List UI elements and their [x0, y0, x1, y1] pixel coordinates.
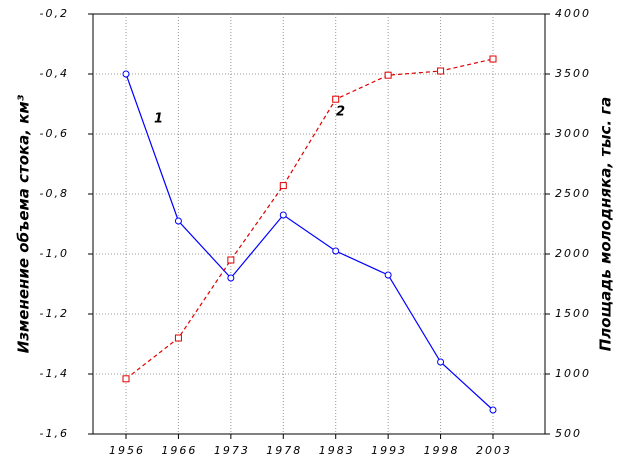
y2-axis-title: Площадь молодняка, тыс. га — [597, 97, 615, 352]
y2-tick-label: 1500 — [555, 307, 591, 320]
y2-tick-label: 3500 — [555, 67, 591, 80]
y-tick-label: -1,2 — [40, 307, 69, 320]
marker — [174, 217, 182, 225]
marker — [489, 406, 497, 414]
y2-tick-label: 3000 — [555, 127, 591, 140]
y-tick-label: -1,4 — [40, 367, 69, 380]
y-tick-label: -1,6 — [40, 427, 69, 440]
x-tick-label: 1993 — [371, 444, 407, 457]
y-tick-label: -0,6 — [40, 127, 69, 140]
marker — [437, 358, 445, 366]
x-tick-label: 1998 — [424, 444, 460, 457]
y2-tick-label: 2000 — [555, 247, 591, 260]
marker — [279, 211, 287, 219]
series-line — [125, 58, 494, 380]
y2-tick-label: 500 — [555, 427, 582, 440]
x-tick-label: 1966 — [161, 444, 197, 457]
y-axis-title: Изменение объема стока, км³ — [15, 94, 33, 353]
plot-frame — [92, 13, 546, 435]
marker — [384, 71, 392, 79]
marker — [227, 274, 235, 282]
x-tick-label: 1978 — [266, 444, 302, 457]
x-tick-label: 2003 — [476, 444, 512, 457]
x-tick-label: 1956 — [109, 444, 145, 457]
y2-tick-label: 2500 — [555, 187, 591, 200]
x-tick-label: 1983 — [319, 444, 355, 457]
x-tick-label: 1973 — [214, 444, 250, 457]
marker — [332, 95, 340, 103]
series-annotation: 2 — [336, 105, 345, 120]
marker — [122, 375, 130, 383]
y2-tick-label: 1000 — [555, 367, 591, 380]
marker — [279, 182, 287, 190]
marker — [174, 334, 182, 342]
series-line — [125, 73, 494, 411]
y-tick-label: -0,4 — [40, 67, 69, 80]
y2-tick-label: 4000 — [555, 7, 591, 20]
marker — [227, 256, 235, 264]
marker — [122, 70, 130, 78]
series-annotation: 1 — [154, 112, 163, 127]
y-tick-label: -0,8 — [40, 187, 69, 200]
marker — [489, 55, 497, 63]
y-tick-label: -1,0 — [40, 247, 69, 260]
y-tick-label: -0,2 — [40, 7, 69, 20]
marker — [332, 247, 340, 255]
marker — [384, 271, 392, 279]
marker — [437, 67, 445, 75]
